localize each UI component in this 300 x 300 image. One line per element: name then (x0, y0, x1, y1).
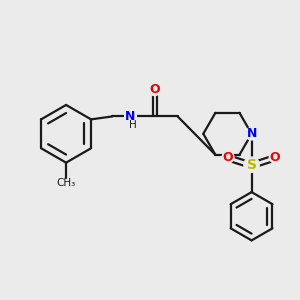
Text: O: O (270, 151, 280, 164)
Text: O: O (223, 151, 233, 164)
Circle shape (222, 151, 234, 163)
Circle shape (244, 157, 259, 172)
Text: S: S (247, 158, 256, 172)
Text: H: H (129, 120, 137, 130)
Circle shape (269, 151, 281, 163)
Text: CH₃: CH₃ (56, 178, 76, 188)
Circle shape (124, 110, 136, 122)
Text: N: N (125, 110, 136, 123)
Circle shape (148, 82, 161, 95)
Circle shape (245, 128, 258, 140)
Text: N: N (246, 127, 257, 140)
Text: O: O (149, 82, 160, 95)
